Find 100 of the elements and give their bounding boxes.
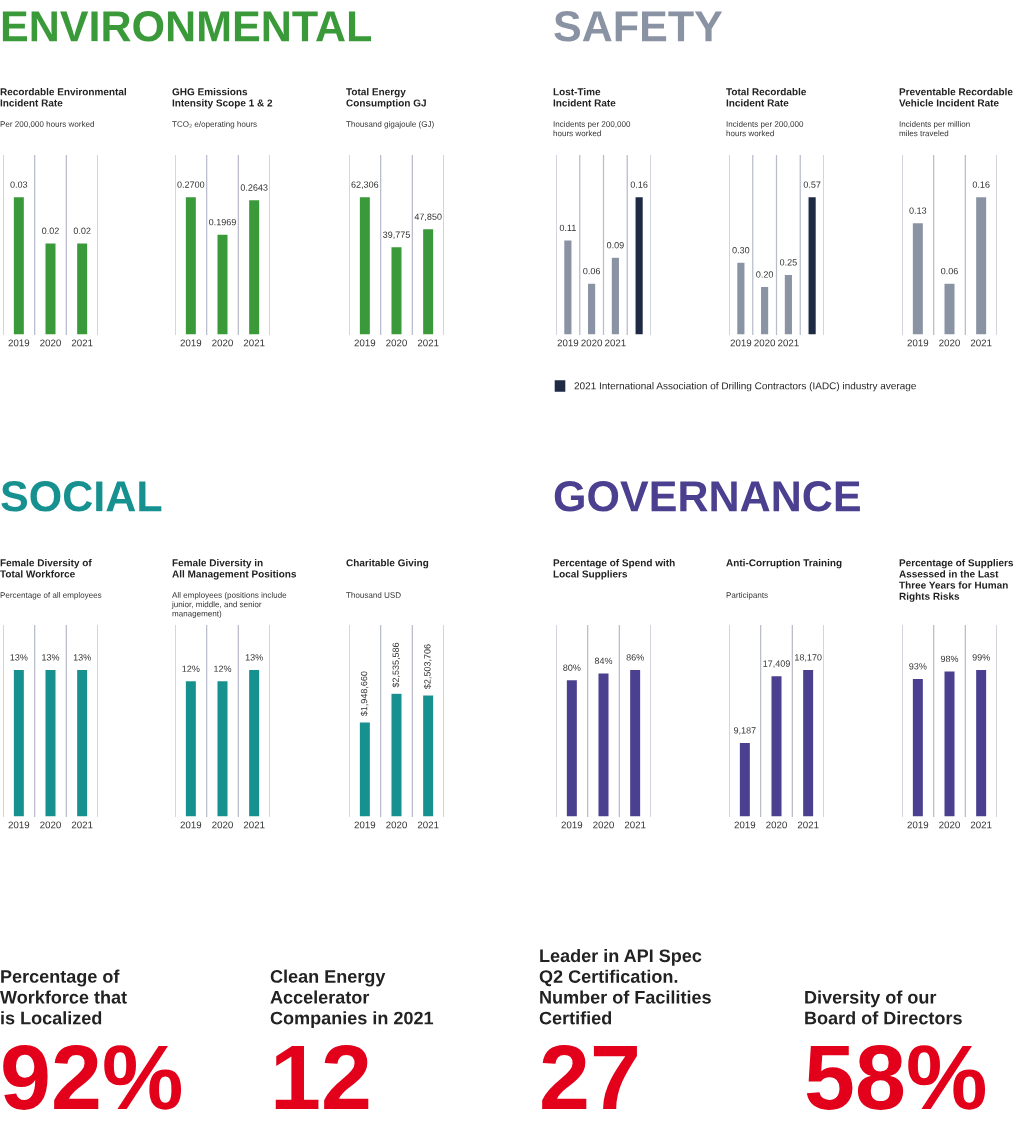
data-label: 0.11 <box>559 224 576 232</box>
chart-subtitle: Participants <box>726 592 768 600</box>
x-tick-label: 2020 <box>212 821 233 829</box>
data-label: 0.06 <box>941 267 958 275</box>
chart-title: Female Diversity of Total Workforce <box>0 559 92 578</box>
data-label: 0.57 <box>803 181 821 188</box>
data-label: 0.06 <box>583 267 601 275</box>
text: Leader in API Spec Q2 Certification. Number of Facilities Certified <box>539 948 711 1025</box>
data-label: 93% <box>909 663 927 670</box>
data-label: 9,187 <box>733 727 756 735</box>
bar <box>783 273 794 335</box>
data-label: 13% <box>42 654 60 661</box>
x-tick-label: 2020 <box>766 821 787 829</box>
x-tick-label: 2019 <box>354 339 376 347</box>
data-label: 0.30 <box>732 247 750 254</box>
x-tick-label: 2019 <box>8 821 30 829</box>
data-label: 99% <box>972 654 990 661</box>
bar <box>759 285 770 335</box>
chart-subtitle: TCO₂ e/operating hours <box>172 121 257 129</box>
x-tick-label: 2021 <box>417 339 439 347</box>
bar <box>634 195 645 335</box>
data-label: 0.02 <box>42 227 59 234</box>
x-tick-label: 2019 <box>354 821 376 829</box>
data-label: 17,409 <box>763 660 790 668</box>
bar <box>562 239 573 335</box>
chart-subtitle: Incidents per 200,000 hours worked <box>553 121 631 137</box>
x-tick-label: 2020 <box>593 821 614 829</box>
x-tick-label: 2021 <box>243 821 265 829</box>
data-label: 92% <box>3 1044 182 1110</box>
data-label: 0.20 <box>756 271 774 278</box>
x-tick-label: 2021 <box>778 339 799 347</box>
x-tick-label: 2021 <box>970 339 992 347</box>
chart-title: Anti-Corruption Training <box>726 559 842 569</box>
x-tick-label: 2019 <box>8 339 30 347</box>
x-tick-label: 2021 <box>605 339 626 347</box>
data-label: 47,850 <box>414 213 442 221</box>
chart-subtitle: Thousand USD <box>346 592 401 598</box>
x-tick-label: 2020 <box>386 339 407 347</box>
chart-title: Female Diversity in All Management Positions <box>172 559 297 580</box>
bar <box>807 195 818 335</box>
text: GOVERNANCE <box>554 481 860 512</box>
bar <box>735 261 746 335</box>
chart-subtitle: Percentage of all employees <box>0 592 102 600</box>
chart-subtitle: Incidents per million miles traveled <box>899 121 970 137</box>
data-label: 0.2643 <box>240 184 268 191</box>
data-label: 12% <box>182 665 200 672</box>
x-tick-label: 2019 <box>561 821 583 829</box>
data-label: 98% <box>940 655 959 663</box>
data-label: 58% <box>806 1044 986 1110</box>
chart-title: Percentage of Spend with Local Suppliers <box>553 559 675 580</box>
data-label: 0.1969 <box>209 218 236 226</box>
legend-label: 2021 International Association of Drilling Contractors (IADC) industry average <box>574 382 916 392</box>
x-tick-label: 2019 <box>907 339 929 347</box>
x-tick-label: 2019 <box>557 339 579 347</box>
data-label: 0.16 <box>972 181 990 188</box>
data-label: 62,306 <box>351 181 379 189</box>
data-label: $1,948,660 <box>360 671 369 717</box>
x-tick-label: 2021 <box>417 821 439 829</box>
data-label: 0.13 <box>909 207 927 214</box>
chart-subtitle: Incidents per 200,000 hours worked <box>726 121 804 137</box>
data-label: 13% <box>10 654 28 661</box>
data-label: 39,775 <box>383 231 410 239</box>
x-tick-label: 2020 <box>939 339 960 347</box>
x-tick-label: 2021 <box>797 821 819 829</box>
chart-title: Preventable Recordable Vehicle Incident Rate <box>899 88 1013 107</box>
text: Percentage of Workforce that is Localized <box>0 969 127 1025</box>
x-tick-label: 2019 <box>734 821 756 829</box>
x-tick-label: 2019 <box>180 821 202 829</box>
data-label: 0.25 <box>779 259 797 266</box>
chart-title: Recordable Environmental Incident Rate <box>0 88 126 107</box>
x-tick-label: 2020 <box>939 821 960 829</box>
chart-title: Charitable Giving <box>346 559 429 569</box>
chart-subtitle: Per 200,000 hours worked <box>0 121 94 128</box>
text: Diversity of our Board of Directors <box>805 990 962 1025</box>
bar <box>610 256 621 335</box>
x-tick-label: 2020 <box>386 821 407 829</box>
x-tick-label: 2020 <box>581 339 603 347</box>
data-label: 12 <box>275 1044 369 1109</box>
x-tick-label: 2019 <box>180 339 202 347</box>
data-label: 0.09 <box>606 241 624 249</box>
data-label: 0.03 <box>10 181 28 188</box>
chart-title: Percentage of Suppliers Assessed in the Last Three Years for Human Rights Risks <box>899 559 1014 602</box>
data-label: 13% <box>245 654 263 661</box>
chart-subtitle: Thousand gigajoule (GJ) <box>346 121 434 129</box>
chart-subtitle: All employees (positions include junior, middle, and senior management) <box>171 592 287 619</box>
x-tick-label: 2019 <box>730 339 752 347</box>
data-label: 80% <box>563 664 581 671</box>
chart-title: Total Energy Consumption GJ <box>346 88 426 109</box>
chart-title: Lost-Time Incident Rate <box>553 88 616 107</box>
data-label: 0.02 <box>73 227 91 234</box>
x-tick-label: 2021 <box>71 339 93 347</box>
x-tick-label: 2019 <box>907 821 929 829</box>
x-tick-label: 2021 <box>243 339 265 347</box>
text: Clean Energy Accelerator Companies in 2021 <box>270 969 434 1028</box>
x-tick-label: 2020 <box>40 821 61 829</box>
data-label: 27 <box>542 1044 637 1109</box>
x-tick-label: 2020 <box>212 339 233 347</box>
x-tick-label: 2021 <box>970 821 992 829</box>
text: SOCIAL <box>1 481 162 512</box>
data-label: $2,503,706 <box>423 644 432 690</box>
